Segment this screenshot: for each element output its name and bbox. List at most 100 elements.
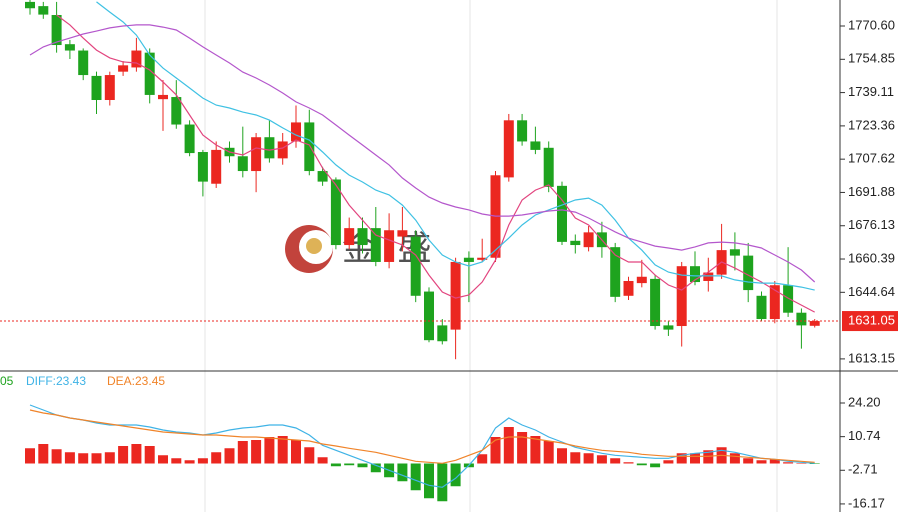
y-tick-label: -2.71 xyxy=(848,462,878,477)
line xyxy=(96,1,815,291)
macd-bar xyxy=(251,440,262,464)
dea-legend: DEA:23.45 xyxy=(107,374,165,388)
candle-body xyxy=(357,228,368,246)
macd-bar xyxy=(543,441,554,464)
macd-bar xyxy=(171,458,182,464)
y-tick-label: 1691.88 xyxy=(848,184,895,199)
candle-body xyxy=(623,280,634,296)
macd-bar xyxy=(397,463,408,482)
candle-body xyxy=(291,122,301,142)
macd-bar xyxy=(809,463,820,464)
macd-bar xyxy=(158,455,168,464)
candle-body xyxy=(729,249,740,256)
macd-bar xyxy=(570,452,581,464)
candle-body xyxy=(463,257,474,262)
macd-bar xyxy=(756,460,767,464)
candle-body xyxy=(663,325,674,330)
y-tick-label: 1660.39 xyxy=(848,250,895,265)
candle-body xyxy=(171,97,182,125)
macd-bar xyxy=(676,453,687,464)
macd-bar xyxy=(796,463,807,464)
last-price-label: 1631.05 xyxy=(848,312,895,327)
candle-body xyxy=(450,261,461,330)
candle-body xyxy=(184,124,195,154)
candle-body xyxy=(38,6,49,15)
y-tick-label: 1676.13 xyxy=(848,217,895,232)
candle-body xyxy=(583,232,594,248)
macd-bar xyxy=(636,463,647,466)
candle-body xyxy=(517,120,528,142)
candle-body xyxy=(610,247,621,297)
candle-body xyxy=(384,230,395,262)
candle-body xyxy=(783,285,794,313)
candle-body xyxy=(158,94,168,100)
macd-bar xyxy=(197,458,208,464)
candle-body xyxy=(104,75,115,101)
macd-bar xyxy=(583,453,594,464)
macd-bar xyxy=(25,448,35,464)
macd-bar xyxy=(131,444,142,464)
candle-body xyxy=(330,179,341,246)
line xyxy=(29,24,816,283)
diff-legend: DIFF:23.43 xyxy=(26,374,86,388)
macd-bar xyxy=(596,455,607,464)
macd-bar xyxy=(317,457,328,464)
y-tick-label: 1613.15 xyxy=(848,350,895,365)
candle-body xyxy=(144,52,155,95)
macd-bar xyxy=(769,459,780,464)
macd-bar xyxy=(357,463,368,468)
macd-bar xyxy=(503,427,514,464)
macd-bar xyxy=(623,462,634,464)
candle-body xyxy=(703,272,714,281)
candle-body xyxy=(769,285,780,320)
candle-body xyxy=(91,75,102,101)
macd-bar xyxy=(330,463,341,467)
macd-bar xyxy=(650,463,661,468)
y-tick-label: -16.17 xyxy=(848,495,885,510)
macd-bar xyxy=(237,441,248,464)
y-tick-label: 1644.64 xyxy=(848,284,895,299)
macd-bar xyxy=(610,458,621,464)
candle-body xyxy=(636,276,647,284)
candle-body xyxy=(264,137,275,159)
candle-body xyxy=(503,120,514,178)
macd-bar xyxy=(424,463,434,499)
candle-body xyxy=(743,255,754,291)
candle-body xyxy=(317,171,328,182)
candle-body xyxy=(64,44,75,51)
candle-body xyxy=(304,122,315,172)
candle-body xyxy=(410,236,421,296)
y-tick-label: 1770.60 xyxy=(848,17,895,32)
macd-bar xyxy=(530,436,541,464)
macd-bar xyxy=(78,453,89,464)
macd-bar xyxy=(344,463,355,466)
y-tick-label: 24.20 xyxy=(848,394,881,409)
line xyxy=(56,14,815,313)
macd-bar xyxy=(184,460,195,464)
macd-legend: 05 xyxy=(0,374,14,388)
candle-body xyxy=(131,50,142,68)
y-tick-label: 1754.85 xyxy=(848,51,895,66)
y-tick-label: 1707.62 xyxy=(848,151,895,166)
candle-body xyxy=(424,291,434,341)
y-tick-label: 10.74 xyxy=(848,428,881,443)
candle-body xyxy=(676,266,687,327)
candle-body xyxy=(197,152,208,182)
macd-bar xyxy=(437,463,448,502)
macd-bar xyxy=(490,437,501,464)
macd-bar xyxy=(104,452,115,464)
macd-bar xyxy=(224,448,235,464)
line xyxy=(29,409,815,464)
macd-bar xyxy=(211,452,222,464)
macd-bar xyxy=(477,454,488,464)
macd-bar xyxy=(304,447,315,464)
macd-bar xyxy=(690,453,700,464)
macd-bar xyxy=(783,462,794,464)
candle-body xyxy=(25,1,35,9)
macd-bar xyxy=(663,460,674,464)
macd-bar xyxy=(557,448,567,464)
macd-bar xyxy=(729,453,740,464)
candle-body xyxy=(530,141,541,150)
candle-body xyxy=(211,149,222,184)
candle-body xyxy=(370,228,381,262)
